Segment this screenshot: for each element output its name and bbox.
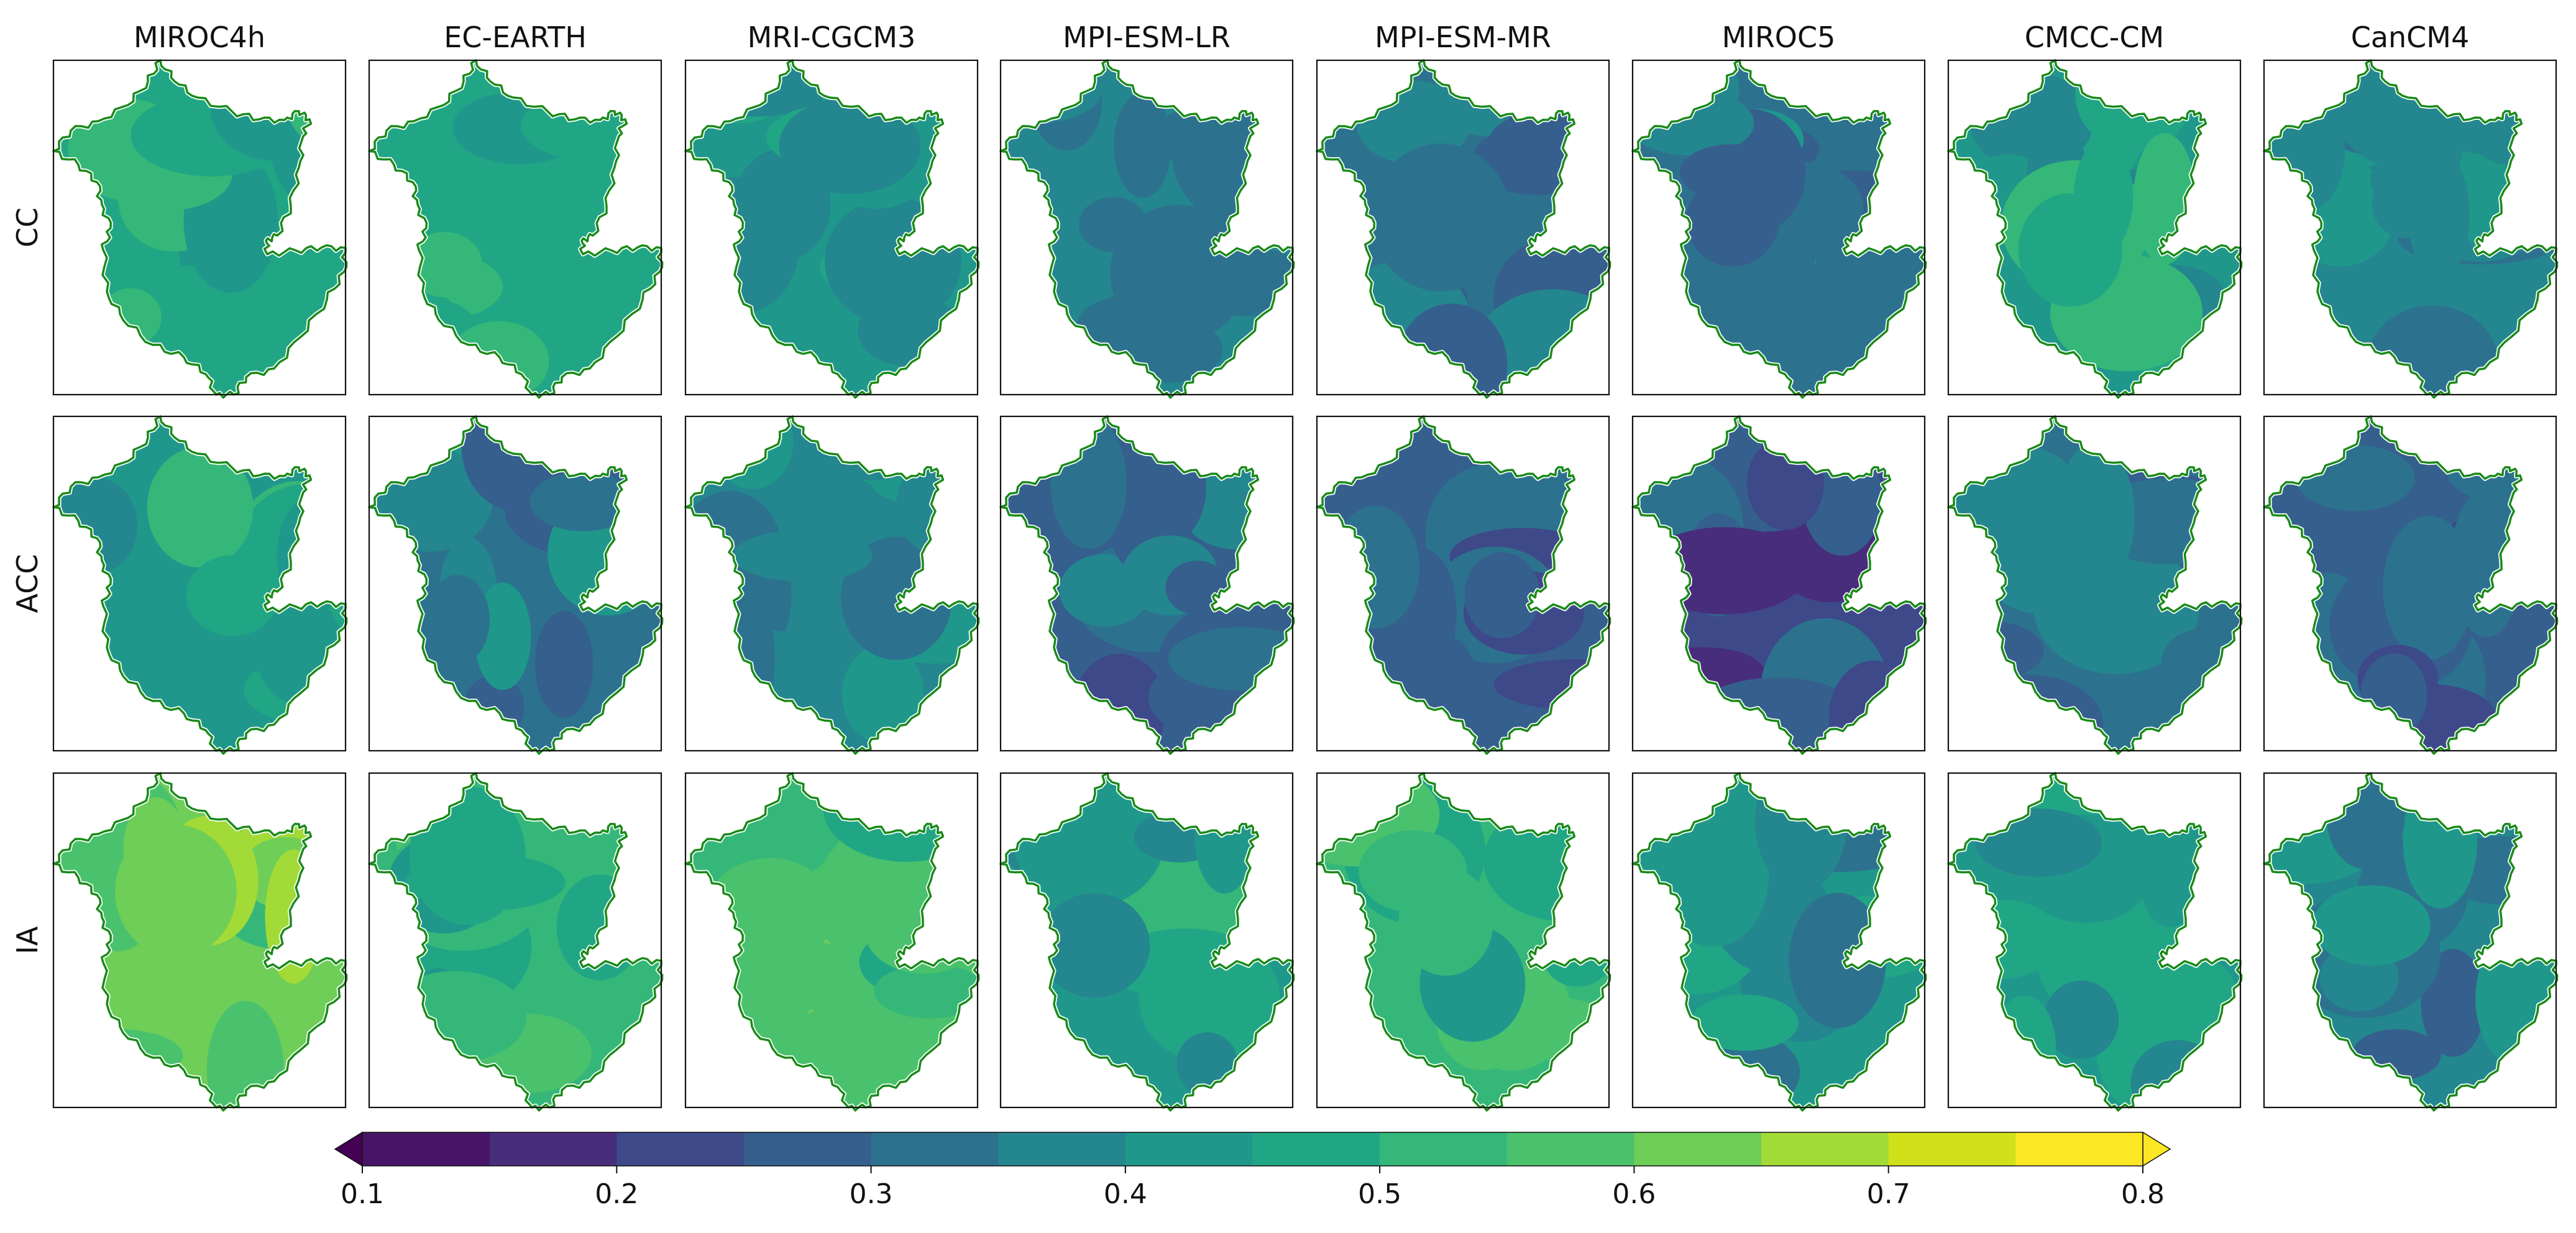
colorbar-tick-label: 0.7: [1867, 1178, 1910, 1210]
colorbar-segment: [1888, 1132, 2016, 1166]
map-panel: [51, 58, 349, 400]
column-header: MIROC5: [1722, 21, 1836, 54]
map-panel: [998, 771, 1296, 1113]
colorbar-tick-label: 0.5: [1358, 1178, 1401, 1210]
map-panels: [51, 58, 2560, 1113]
map-panel: [1946, 58, 2244, 400]
colorbar-segment: [1125, 1132, 1254, 1166]
colorbar-extend-over: [2142, 1131, 2171, 1167]
region-boundary: [52, 59, 348, 399]
map-panel: [683, 414, 981, 756]
column-header: MRI-CGCM3: [748, 21, 916, 54]
row-label: ACC: [11, 554, 44, 613]
map-panel: [367, 58, 665, 400]
map-panel: [367, 771, 665, 1113]
row-label: IA: [11, 926, 44, 955]
map-panel: [1630, 58, 1928, 400]
map-panel: [683, 58, 981, 400]
colorbar-segment: [1506, 1132, 1635, 1166]
colorbar-segment: [489, 1132, 617, 1166]
region-boundary: [368, 772, 664, 1112]
region-boundary: [2263, 415, 2559, 755]
map-panel: [1946, 771, 2244, 1113]
region-boundary: [999, 772, 1295, 1112]
region-boundary: [52, 772, 348, 1112]
map-panel: [51, 414, 349, 756]
map-panel: [1314, 414, 1613, 756]
map-panel: [998, 58, 1296, 400]
column-header: MPI-ESM-MR: [1375, 21, 1551, 54]
row-label: CC: [11, 208, 44, 247]
map-panel: [998, 414, 1296, 756]
region-boundary: [368, 415, 664, 755]
column-header: MPI-ESM-LR: [1063, 21, 1231, 54]
colorbar-segment: [616, 1132, 745, 1166]
map-panel: [2262, 771, 2560, 1113]
region-boundary: [1631, 415, 1927, 755]
colorbar-tick-label: 0.4: [1104, 1178, 1147, 1210]
map-panel: [683, 771, 981, 1113]
region-boundary: [52, 415, 348, 755]
region-boundary: [2263, 772, 2559, 1112]
colorbar-segment: [1761, 1132, 1889, 1166]
colorbar-tick-label: 0.1: [341, 1178, 384, 1210]
colorbar-segment: [362, 1132, 490, 1166]
map-panel: [51, 771, 349, 1113]
region-boundary: [1316, 772, 1611, 1112]
map-panel: [2262, 58, 2560, 400]
colorbar-segment: [2015, 1132, 2143, 1166]
region-boundary: [1947, 415, 2243, 755]
colorbar-segment: [871, 1132, 999, 1166]
column-header: MIROC4h: [134, 21, 265, 54]
colorbar-tick-label: 0.8: [2121, 1178, 2165, 1210]
colorbar-segment: [998, 1132, 1126, 1166]
region-boundary: [1947, 59, 2243, 399]
region-boundary: [368, 59, 664, 399]
colorbar-segment: [743, 1132, 872, 1166]
region-boundary: [1316, 415, 1611, 755]
region-boundary: [684, 772, 980, 1112]
region-boundary: [1316, 59, 1611, 399]
region-boundary: [999, 415, 1295, 755]
region-boundary: [1947, 772, 2243, 1112]
colorbar-extend-under: [334, 1131, 363, 1167]
map-panel: [1630, 414, 1928, 756]
region-boundary: [2263, 59, 2559, 399]
map-panel: [1314, 58, 1613, 400]
column-headers: MIROC4h EC-EARTH MRI-CGCM3 MPI-ESM-LR MPI-ES…: [134, 21, 2469, 54]
column-header: EC-EARTH: [444, 21, 587, 54]
map-panel: [1630, 771, 1928, 1113]
map-panel: [1314, 771, 1613, 1113]
colorbar-tick-label: 0.3: [850, 1178, 893, 1210]
column-header: CMCC-CM: [2025, 21, 2164, 54]
map-panel: [2262, 414, 2560, 756]
region-boundary: [999, 59, 1295, 399]
region-boundary: [684, 415, 980, 755]
region-boundary: [1631, 772, 1927, 1112]
map-panel: [367, 414, 665, 756]
colorbar-segment: [1634, 1132, 1762, 1166]
colorbar-tick-label: 0.6: [1612, 1178, 1656, 1210]
region-boundary: [684, 59, 980, 399]
colorbar-segment: [1380, 1132, 1508, 1166]
colorbar-segment: [1252, 1132, 1380, 1166]
map-panel: [1946, 414, 2244, 756]
colorbar-tick-label: 0.2: [595, 1178, 638, 1210]
region-boundary: [1631, 59, 1927, 399]
row-labels: CC ACC IA: [11, 208, 44, 955]
colorbar: 0.1 0.2 0.3 0.4 0.5 0.6 0.7 0.8: [334, 1131, 2171, 1210]
column-header: CanCM4: [2351, 21, 2470, 54]
